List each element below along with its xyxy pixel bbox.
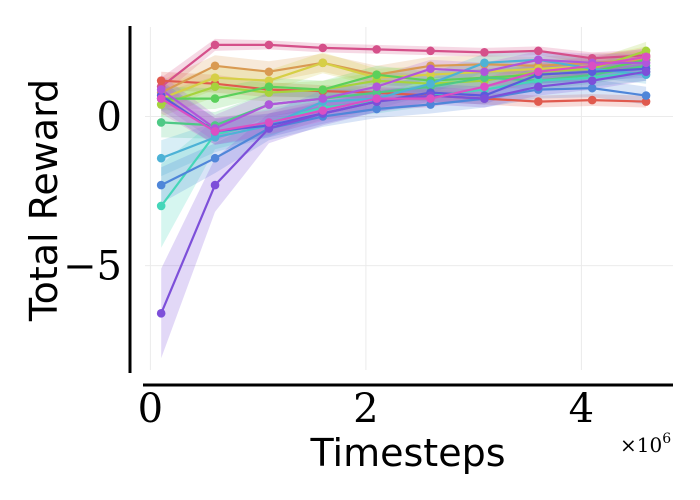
y-tick-labels: 0 −5 xyxy=(63,94,122,289)
series-line-12 xyxy=(160,58,647,130)
series-13-point-8 xyxy=(587,61,597,71)
series-11-point-0 xyxy=(156,309,166,318)
series-2-point-2 xyxy=(264,67,274,77)
series-3-point-5 xyxy=(426,70,435,80)
series-10-point-8 xyxy=(587,67,597,77)
x-tick-label-1: 2 xyxy=(353,386,378,432)
series-3-point-3 xyxy=(318,58,328,68)
y-tick-label-0: 0 xyxy=(97,94,122,140)
series-5-point-4 xyxy=(372,70,381,80)
series-11-point-2 xyxy=(264,124,274,133)
series-12-point-4 xyxy=(372,82,381,91)
series-1-point-9 xyxy=(641,97,651,106)
series-13-point-7 xyxy=(534,67,543,77)
series-line-9 xyxy=(160,86,647,187)
series-11-point-7 xyxy=(534,82,543,91)
series-9-point-0 xyxy=(156,180,166,190)
series-1-point-7 xyxy=(534,97,543,106)
grid-lines xyxy=(145,27,673,370)
series-13-point-6 xyxy=(480,82,489,91)
series-line-8 xyxy=(160,58,647,160)
series-1-point-8 xyxy=(587,95,597,105)
series-line-4 xyxy=(160,49,647,106)
series-12-point-3 xyxy=(318,94,328,103)
series-9-point-8 xyxy=(587,83,597,93)
series-line-6 xyxy=(161,64,647,127)
series-11-point-6 xyxy=(480,94,489,103)
series-5-point-1 xyxy=(210,94,220,103)
series-0-point-2 xyxy=(264,40,274,50)
series-9-point-1 xyxy=(210,153,220,163)
series-13-point-1 xyxy=(210,127,220,136)
series-band-7 xyxy=(161,62,647,248)
series-band-5 xyxy=(161,50,647,111)
series-line-10 xyxy=(160,67,647,133)
series-lines xyxy=(160,43,647,314)
x-tick-labels: 0 2 4 xyxy=(138,386,594,432)
series-6-point-6 xyxy=(480,73,489,83)
series-line-13 xyxy=(160,55,647,133)
series-line-1 xyxy=(161,79,647,103)
x-tick-label-0: 0 xyxy=(138,386,163,432)
series-5-point-3 xyxy=(318,85,328,94)
y-tick-label-1: −5 xyxy=(63,244,122,290)
series-11-point-1 xyxy=(210,180,220,190)
series-0-point-3 xyxy=(318,43,328,53)
series-12-point-7 xyxy=(534,55,543,65)
series-4-point-2 xyxy=(264,88,274,97)
series-8-point-1 xyxy=(210,133,220,142)
series-4-point-9 xyxy=(641,46,651,56)
x-axis-label: Timesteps xyxy=(310,431,506,475)
series-band-4 xyxy=(161,41,647,117)
series-7-point-7 xyxy=(534,76,543,85)
series-line-0 xyxy=(160,43,647,88)
x-axis-multiplier-base: ×10 xyxy=(620,433,662,457)
series-12-point-6 xyxy=(480,67,489,77)
series-9-point-4 xyxy=(372,104,381,114)
series-13-point-0 xyxy=(156,94,166,103)
series-0-point-5 xyxy=(426,46,435,56)
series-12-point-5 xyxy=(426,64,435,74)
x-tick-label-2: 4 xyxy=(569,386,594,432)
series-7-point-0 xyxy=(156,201,166,211)
series-13-point-2 xyxy=(264,118,274,127)
series-12-point-9 xyxy=(641,58,651,68)
series-3-point-2 xyxy=(264,76,274,85)
series-13-point-9 xyxy=(641,52,651,62)
series-9-point-5 xyxy=(426,100,435,109)
series-0-point-1 xyxy=(210,40,220,50)
series-13-point-5 xyxy=(426,94,435,103)
series-4-point-4 xyxy=(372,76,381,85)
series-8-point-5 xyxy=(426,79,435,88)
series-9-point-9 xyxy=(641,91,651,100)
series-11-point-9 xyxy=(641,67,651,77)
series-12-point-0 xyxy=(156,85,166,94)
series-13-point-4 xyxy=(372,94,381,103)
series-5-point-2 xyxy=(264,82,274,91)
y-axis-label: Total Reward xyxy=(22,79,66,322)
series-0-point-4 xyxy=(372,45,381,54)
series-11-point-8 xyxy=(587,76,597,85)
series-1-point-0 xyxy=(156,76,166,85)
series-line-3 xyxy=(160,55,647,100)
series-0-point-6 xyxy=(480,48,489,57)
series-band-0 xyxy=(161,38,647,96)
series-points xyxy=(156,40,651,318)
series-12-point-2 xyxy=(264,100,274,109)
series-band-12 xyxy=(161,50,647,142)
series-6-point-0 xyxy=(156,118,166,127)
series-8-point-6 xyxy=(480,58,489,68)
series-8-point-0 xyxy=(156,153,166,163)
x-axis-multiplier: ×106 xyxy=(620,431,671,457)
series-2-point-1 xyxy=(210,61,220,71)
series-band-11 xyxy=(161,62,647,359)
series-4-point-0 xyxy=(156,100,166,109)
series-13-point-3 xyxy=(318,106,328,115)
x-axis-multiplier-exponent: 6 xyxy=(662,431,671,447)
series-4-point-1 xyxy=(210,82,220,91)
series-6-point-4 xyxy=(372,88,381,97)
series-0-point-7 xyxy=(534,46,543,56)
series-3-point-1 xyxy=(210,73,220,83)
